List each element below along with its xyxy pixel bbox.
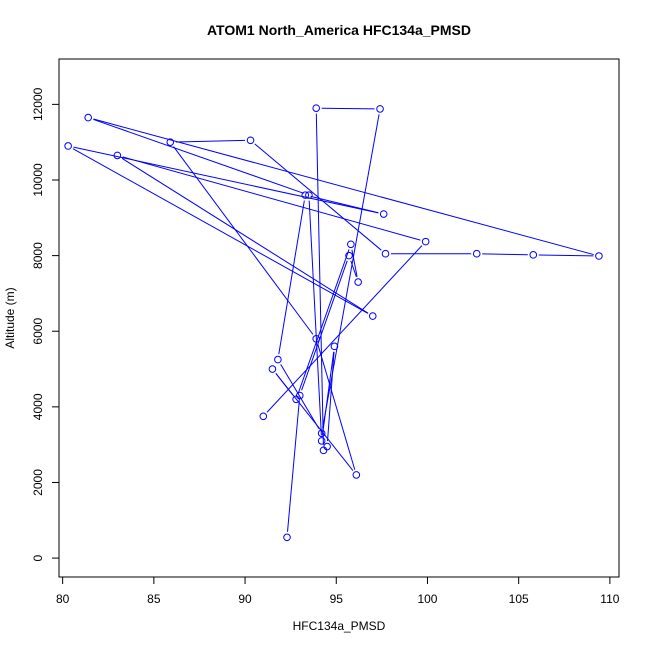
- series-segment: [315, 113, 324, 445]
- x-axis-label: HFC134a_PMSD: [293, 619, 386, 633]
- data-point: [472, 249, 481, 258]
- series-segment: [301, 260, 348, 391]
- data-point: [305, 191, 313, 199]
- series-segment: [266, 245, 423, 413]
- data-point: [246, 136, 255, 145]
- series-segment: [287, 400, 300, 532]
- x-tick-label: 90: [238, 592, 252, 606]
- chart-title: ATOM1 North_America HFC134a_PMSD: [207, 22, 471, 38]
- data-point: [379, 210, 388, 218]
- data-point: [319, 446, 328, 455]
- data-point: [352, 471, 361, 479]
- x-tick-label: 105: [509, 592, 529, 606]
- series-segment: [278, 200, 305, 355]
- data-point: [317, 429, 326, 438]
- data-point: [421, 237, 430, 246]
- data-point: [268, 365, 277, 373]
- series-segment: [317, 343, 356, 470]
- data-point: [312, 334, 320, 343]
- series-segment: [72, 148, 369, 314]
- data-point: [274, 355, 282, 364]
- data-point: [312, 104, 320, 112]
- series-segment: [322, 114, 380, 428]
- series-segment: [93, 118, 304, 194]
- series-segment: [351, 249, 358, 277]
- data-point: [113, 151, 122, 160]
- y-axis: 0 2000 4000 6000 8000 10000 12000: [31, 87, 60, 561]
- data-point: [283, 533, 291, 542]
- series-segment: [175, 139, 246, 143]
- data-point: [259, 412, 268, 421]
- x-tick-label: 80: [56, 592, 70, 606]
- series-segment: [121, 157, 369, 314]
- y-tick-label: 12000: [31, 87, 45, 121]
- x-tick-label: 110: [600, 592, 619, 606]
- x-tick-label: 95: [330, 592, 344, 606]
- y-axis-label: Altitude (m): [3, 287, 17, 348]
- data-point: [166, 138, 175, 146]
- y-tick-label: 6000: [31, 318, 45, 345]
- data-point: [347, 240, 355, 249]
- x-axis: 80 85 90 95 100 105 110: [56, 576, 620, 606]
- y-tick-label: 0: [31, 554, 45, 561]
- data-point: [292, 395, 300, 404]
- x-tick-label: 85: [147, 592, 161, 606]
- data-point: [529, 251, 538, 259]
- series-segment: [122, 156, 421, 241]
- data-point: [84, 113, 92, 122]
- data-point: [595, 252, 603, 260]
- series-segment: [538, 254, 594, 257]
- series-segment: [280, 364, 320, 429]
- data-point: [345, 251, 353, 260]
- y-tick-label: 4000: [31, 393, 45, 420]
- series-segment: [321, 107, 375, 110]
- data-series: [64, 104, 603, 542]
- series-segment: [482, 253, 528, 256]
- data-point: [301, 191, 310, 199]
- data-point: [317, 437, 326, 445]
- y-tick-label: 2000: [31, 469, 45, 496]
- y-tick-label: 8000: [31, 242, 45, 269]
- data-point: [381, 249, 390, 258]
- x-tick-label: 100: [417, 592, 437, 606]
- series-segment: [308, 200, 322, 436]
- data-point: [354, 278, 362, 286]
- data-point: [376, 105, 384, 113]
- y-tick-label: 10000: [31, 163, 45, 197]
- data-point: [64, 142, 72, 150]
- series-segment: [327, 351, 335, 442]
- data-point: [330, 342, 339, 351]
- data-point: [368, 312, 377, 320]
- series-segment: [93, 118, 594, 256]
- series-segment: [73, 146, 379, 214]
